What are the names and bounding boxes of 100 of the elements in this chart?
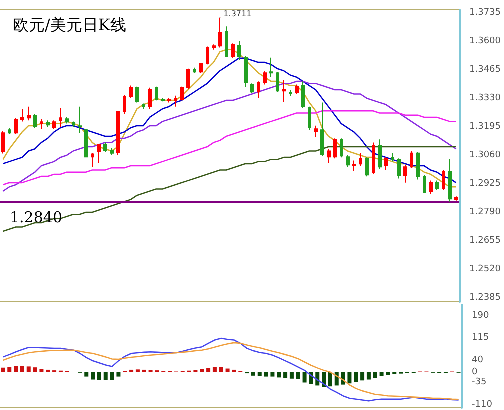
candlestick: [155, 86, 158, 102]
candlestick: [352, 160, 356, 172]
candlestick: [301, 81, 305, 108]
candlestick: [269, 57, 273, 78]
bar: [40, 369, 44, 372]
bar: [354, 372, 358, 382]
candlestick: [250, 83, 254, 94]
candlestick: [193, 67, 196, 74]
candlestick: [327, 148, 331, 164]
candlestick: [429, 180, 433, 196]
bar: [284, 372, 288, 378]
bar: [226, 368, 230, 372]
candlestick: [14, 118, 18, 135]
ref-line-label: 1.2840: [10, 208, 62, 226]
candlestick: [237, 40, 241, 61]
candlestick: [257, 81, 260, 99]
candlestick: [110, 148, 114, 156]
candlestick: [20, 108, 24, 122]
y-tick-label: -35: [472, 378, 487, 388]
candlestick: [365, 157, 369, 178]
candlestick: [391, 152, 394, 162]
bar: [26, 366, 31, 372]
candlestick: [289, 90, 292, 97]
y-tick-label: 1.3465: [470, 64, 502, 75]
candlestick: [410, 150, 413, 169]
candlestick: [372, 142, 375, 175]
bar: [258, 372, 262, 377]
candlestick: [263, 70, 267, 86]
bar: [1, 368, 6, 372]
y-tick-label: 1.2520: [470, 264, 502, 274]
candlestick: [397, 158, 401, 180]
candlestick: [33, 114, 37, 129]
bar: [20, 366, 24, 372]
bar: [104, 372, 108, 380]
bar: [14, 366, 18, 372]
candlestick: [174, 95, 177, 108]
bar: [8, 367, 12, 372]
candlestick: [84, 128, 88, 158]
bar: [360, 372, 365, 381]
candlestick: [454, 196, 458, 202]
y-tick-label: 1.3735: [470, 8, 502, 18]
bar: [251, 372, 256, 376]
candlestick: [206, 46, 209, 66]
candlestick: [403, 164, 407, 184]
bar: [33, 368, 38, 372]
bar: [264, 372, 268, 377]
y-tick-label: 40: [472, 355, 484, 366]
candlestick: [423, 175, 426, 194]
bar: [46, 370, 50, 372]
y-tick-label: 1.2385: [470, 292, 502, 303]
candlestick: [123, 94, 126, 115]
y-tick-label: 1.3330: [470, 93, 502, 104]
line-series: [2, 110, 457, 186]
y-tick-label: 0: [472, 367, 478, 378]
bar: [380, 372, 384, 377]
candlestick: [59, 107, 62, 128]
chart-title: 欧元/美元日K线: [13, 16, 126, 34]
candlestick: [448, 158, 452, 202]
candlestick: [72, 121, 75, 128]
bar: [302, 372, 307, 383]
y-tick-label: 1.2655: [470, 236, 502, 246]
bar: [219, 366, 224, 372]
y-tick-label: 1.2790: [470, 207, 502, 218]
y-tick-label: 1.3060: [470, 150, 502, 160]
bar: [232, 370, 236, 372]
candlestick: [1, 130, 5, 154]
bar: [290, 372, 294, 379]
candlestick: [167, 98, 171, 104]
candlestick: [314, 125, 318, 138]
candlestick: [199, 63, 203, 74]
candlestick: [378, 139, 382, 170]
candlestick: [46, 120, 50, 128]
y-tick-label: -110: [472, 400, 493, 410]
candlestick: [40, 118, 43, 130]
candlestick: [161, 98, 165, 102]
line-series: [2, 146, 457, 232]
candlestick: [231, 43, 235, 59]
candlestick: [308, 106, 311, 131]
annotation: 1.3711: [224, 10, 252, 19]
bar: [206, 368, 211, 372]
candlestick: [186, 68, 190, 90]
candlestick: [435, 180, 439, 191]
candlestick: [346, 154, 350, 168]
candlestick: [340, 138, 343, 158]
candlestick: [27, 106, 31, 122]
candlestick: [65, 116, 69, 124]
candlestick: [148, 87, 152, 110]
candlestick: [225, 26, 228, 58]
candlestick: [282, 80, 286, 103]
y-tick-label: 190: [472, 310, 490, 321]
candlestick: [135, 86, 139, 104]
bar: [296, 372, 300, 380]
candlestick: [52, 120, 56, 130]
y-tick-label: 1.2925: [470, 178, 502, 189]
bar: [373, 372, 378, 378]
bar: [91, 372, 96, 380]
candlestick: [129, 85, 133, 99]
bar: [212, 367, 217, 372]
bar: [348, 372, 352, 384]
bar: [366, 372, 371, 380]
